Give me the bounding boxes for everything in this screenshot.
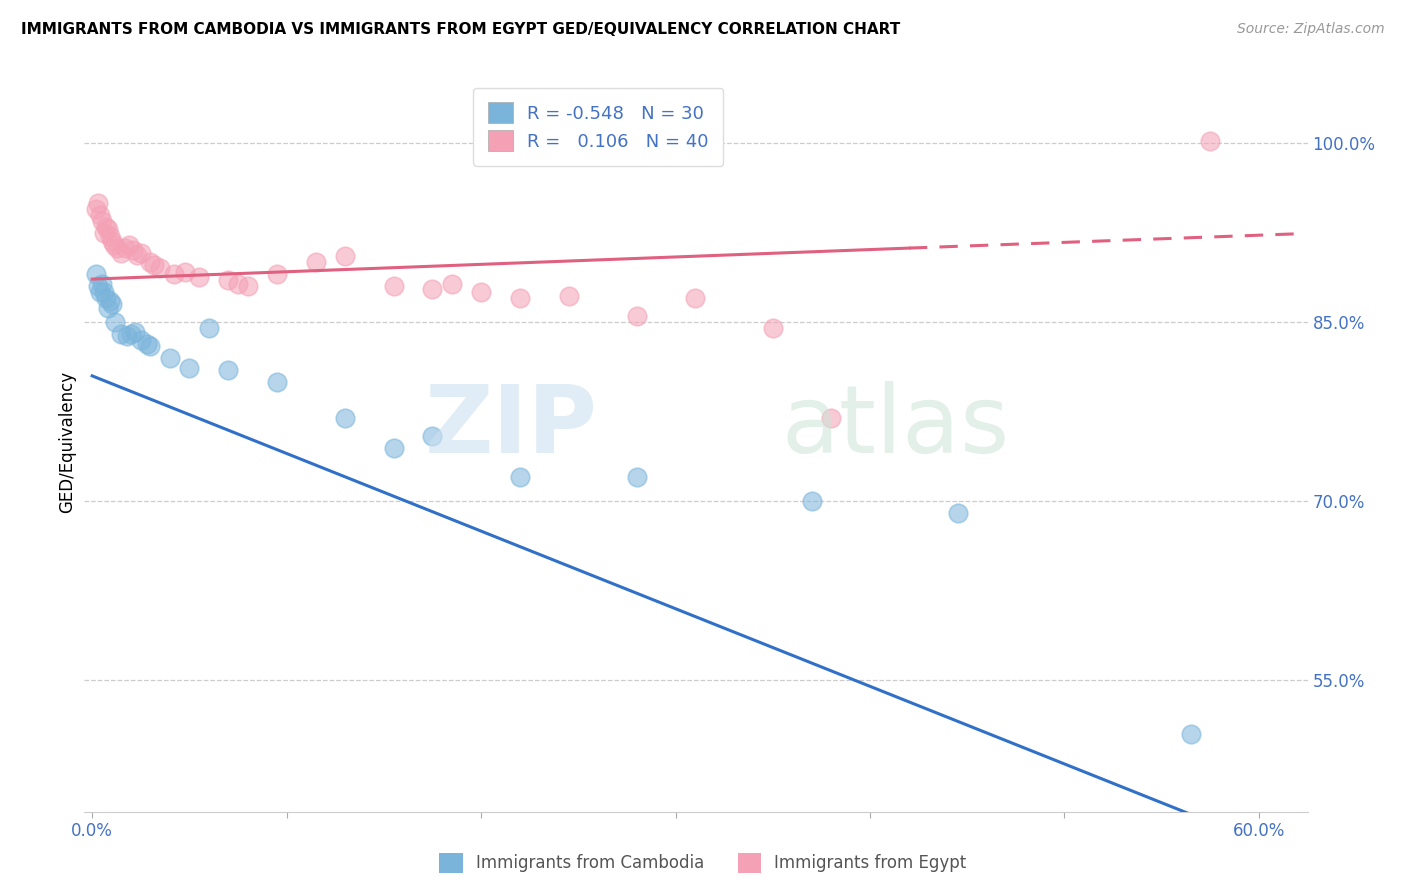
Text: ZIP: ZIP [425, 381, 598, 473]
Point [110, 327, 132, 342]
Point [333, 250, 356, 264]
Point [124, 325, 146, 339]
Point [98, 229, 121, 244]
Point [149, 261, 172, 276]
Point [440, 277, 463, 291]
Point [84, 202, 107, 216]
Point [266, 268, 288, 282]
Text: atlas: atlas [782, 381, 1010, 473]
Point [125, 248, 148, 262]
Point [422, 282, 444, 296]
Point [114, 241, 136, 255]
Text: IMMIGRANTS FROM CAMBODIA VS IMMIGRANTS FROM EGYPT GED/EQUIVALENCY CORRELATION CH: IMMIGRANTS FROM CAMBODIA VS IMMIGRANTS F… [21, 22, 900, 37]
Point [217, 273, 239, 287]
Point [110, 245, 132, 260]
Point [236, 279, 259, 293]
Point [762, 321, 785, 335]
Point [89, 285, 111, 300]
Point [120, 327, 142, 342]
Point [87, 279, 110, 293]
Point [226, 277, 249, 291]
Point [820, 410, 842, 425]
Point [103, 237, 125, 252]
Point [143, 258, 166, 272]
Point [118, 237, 141, 252]
Point [100, 234, 122, 248]
Legend: Immigrants from Cambodia, Immigrants from Egypt: Immigrants from Cambodia, Immigrants fro… [433, 847, 973, 880]
Point [159, 351, 181, 365]
Text: Source: ZipAtlas.com: Source: ZipAtlas.com [1237, 22, 1385, 37]
Point [139, 339, 162, 353]
Point [333, 410, 356, 425]
Point [89, 208, 111, 222]
Point [115, 329, 138, 343]
Point [422, 428, 444, 442]
Point [470, 285, 492, 300]
Point [946, 506, 969, 520]
Point [97, 301, 120, 315]
Point [509, 291, 531, 305]
Point [93, 226, 115, 240]
Point [382, 279, 405, 293]
Point [104, 315, 127, 329]
Point [94, 291, 117, 305]
Point [90, 213, 112, 227]
Point [626, 470, 648, 484]
Point [135, 336, 157, 351]
Point [93, 285, 115, 300]
Point [163, 268, 186, 282]
Point [509, 470, 531, 484]
Point [87, 195, 110, 210]
Point [198, 321, 221, 335]
Point [179, 360, 201, 375]
Point [557, 289, 579, 303]
Point [139, 255, 162, 269]
Point [266, 375, 288, 389]
Point [129, 333, 152, 347]
Point [626, 309, 648, 323]
Point [107, 241, 129, 255]
Point [174, 265, 197, 279]
Point [188, 269, 211, 284]
Y-axis label: GED/Equivalency: GED/Equivalency [58, 370, 76, 513]
Point [382, 441, 405, 455]
Point [305, 255, 328, 269]
Point [800, 494, 823, 508]
Point [94, 219, 117, 234]
Point [97, 222, 120, 236]
Legend: R = -0.548   N = 30, R =   0.106   N = 40: R = -0.548 N = 30, R = 0.106 N = 40 [472, 87, 723, 166]
Point [90, 277, 112, 291]
Point [1199, 134, 1222, 148]
Point [98, 293, 121, 308]
Point [217, 363, 239, 377]
Point [129, 245, 152, 260]
Point [683, 291, 706, 305]
Point [122, 244, 145, 258]
Point [84, 268, 107, 282]
Point [1180, 727, 1202, 741]
Point [100, 297, 122, 311]
